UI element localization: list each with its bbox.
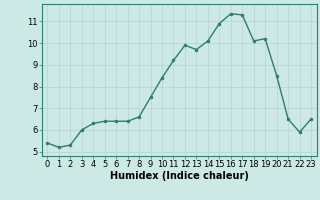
X-axis label: Humidex (Indice chaleur): Humidex (Indice chaleur) [110,171,249,181]
